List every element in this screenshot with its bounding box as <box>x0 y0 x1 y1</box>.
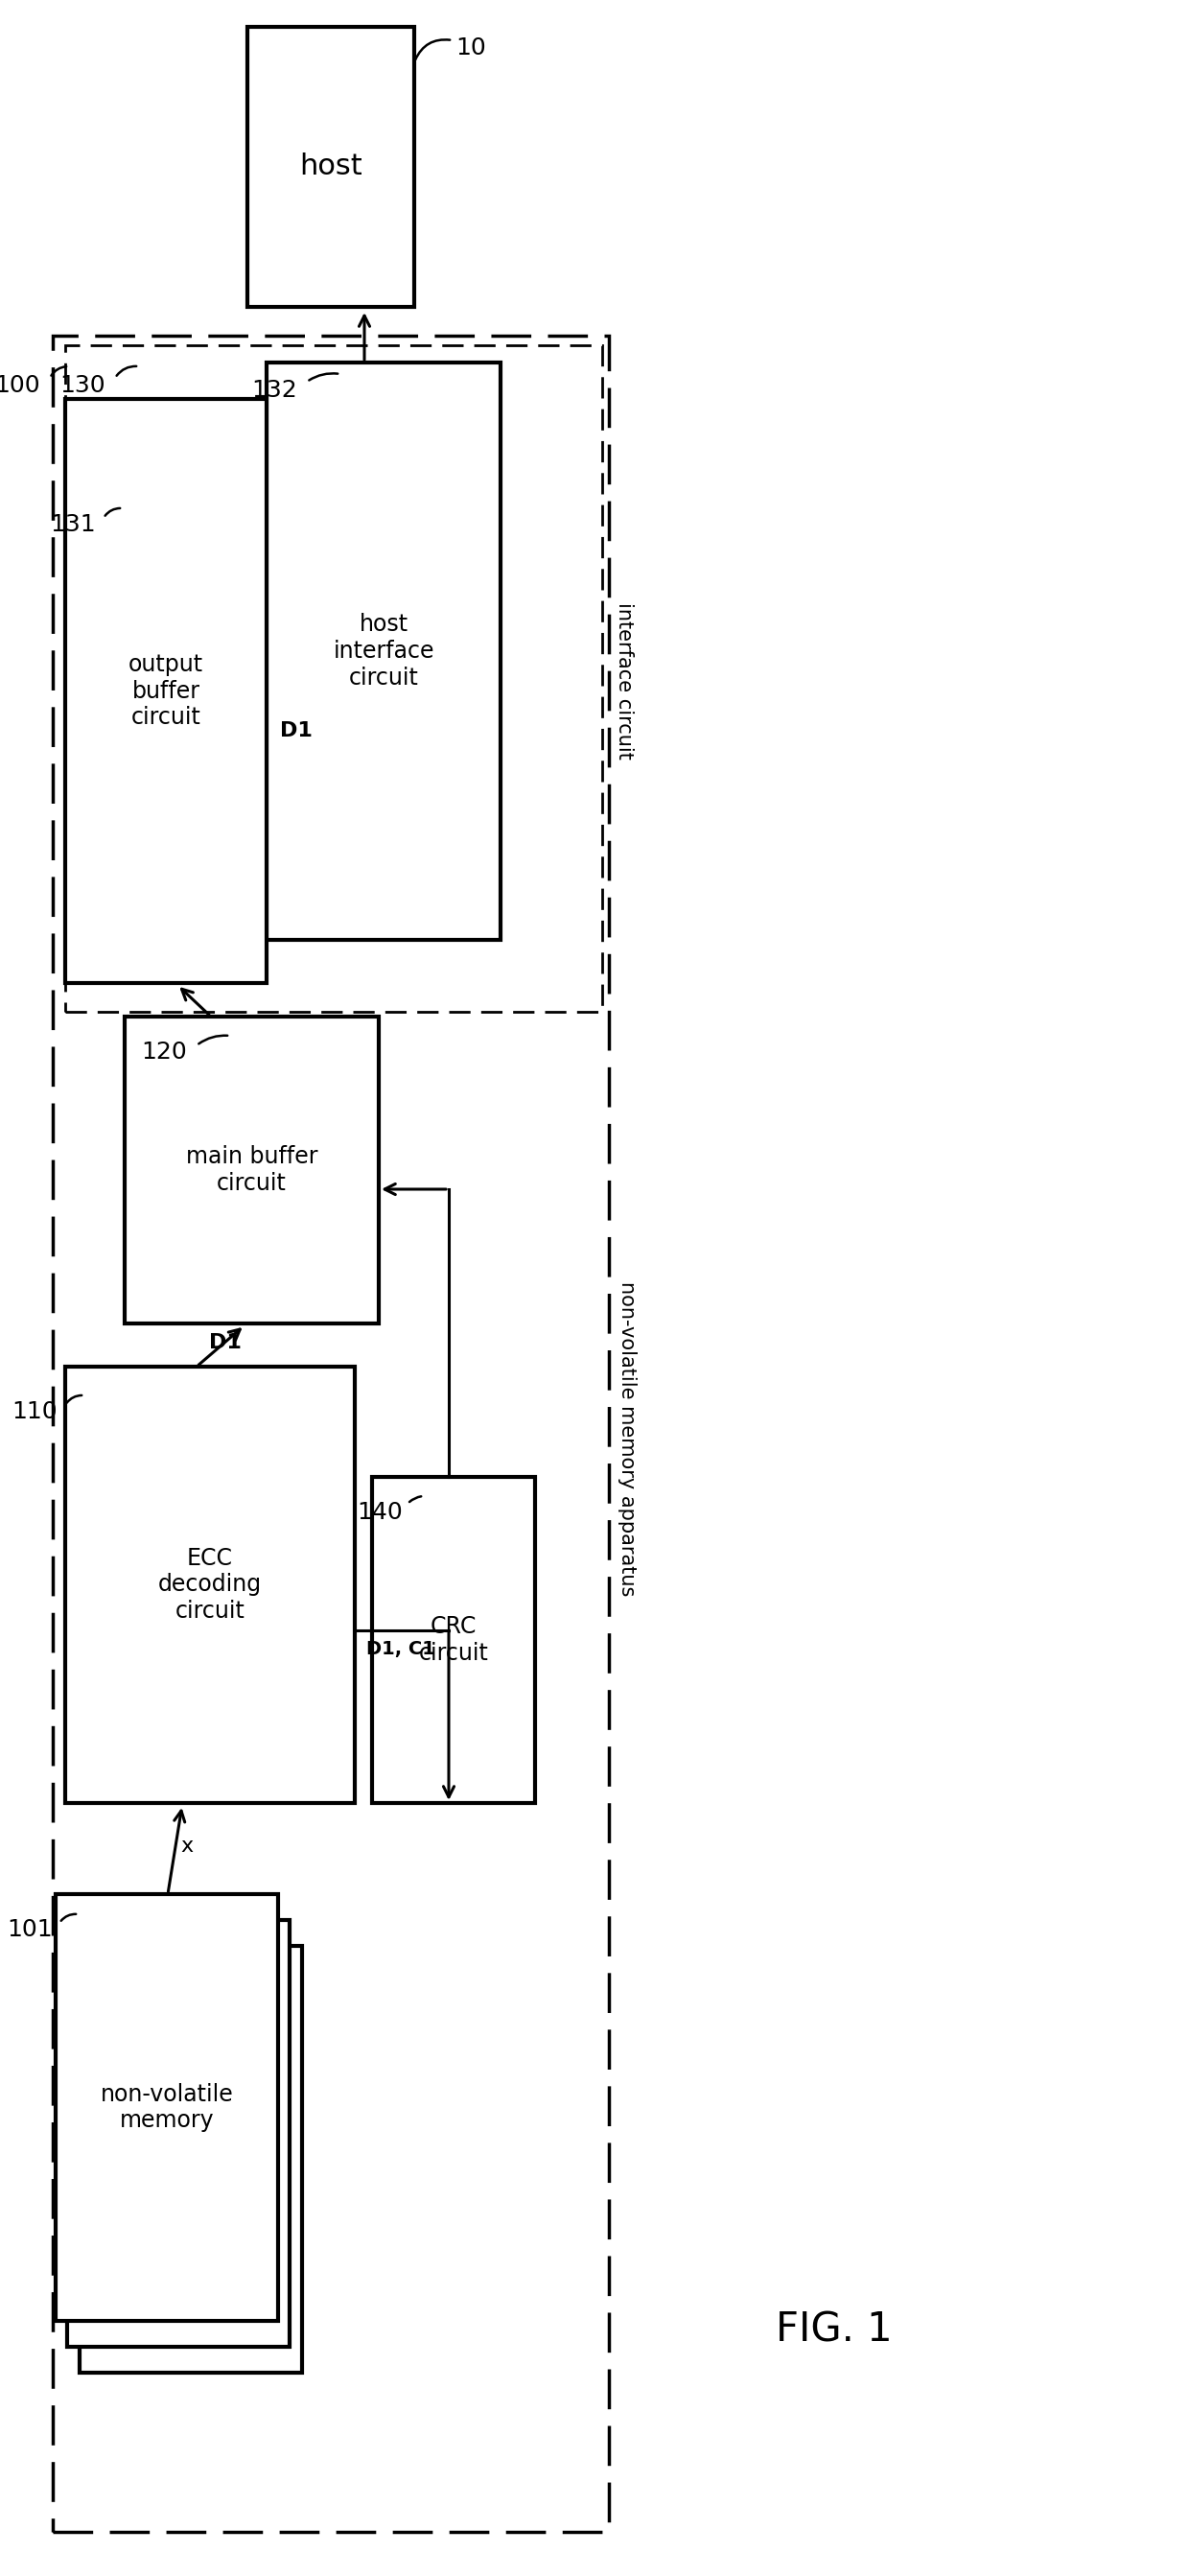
Text: host: host <box>300 152 363 180</box>
Text: non-volatile
memory: non-volatile memory <box>100 2081 233 2133</box>
Bar <box>68 1919 290 2347</box>
Text: 101: 101 <box>7 1919 52 1942</box>
Text: D1: D1 <box>209 1332 241 1352</box>
Text: host
interface
circuit: host interface circuit <box>333 613 434 690</box>
Text: FIG. 1: FIG. 1 <box>776 2311 893 2352</box>
Bar <box>372 1476 535 1803</box>
Text: 10: 10 <box>455 36 486 59</box>
Bar <box>56 1893 278 2321</box>
Text: D1: D1 <box>279 721 313 739</box>
Bar <box>65 1368 354 1803</box>
Text: 100: 100 <box>0 374 40 397</box>
Text: 110: 110 <box>12 1401 57 1422</box>
Bar <box>266 363 501 940</box>
Text: 132: 132 <box>251 379 297 402</box>
Text: 140: 140 <box>357 1502 403 1525</box>
Text: x: x <box>181 1837 193 1855</box>
Text: non-volatile memory apparatus: non-volatile memory apparatus <box>618 1280 637 1597</box>
Text: D1, C1: D1, C1 <box>366 1641 435 1659</box>
Text: 120: 120 <box>141 1041 187 1064</box>
Text: ECC
decoding
circuit: ECC decoding circuit <box>158 1546 262 1623</box>
Text: output
buffer
circuit: output buffer circuit <box>128 652 203 729</box>
Bar <box>80 1945 302 2372</box>
Text: CRC
circuit: CRC circuit <box>419 1615 489 1664</box>
Text: 130: 130 <box>59 374 106 397</box>
Text: 131: 131 <box>50 513 96 536</box>
Bar <box>65 399 266 984</box>
Bar <box>52 335 609 2532</box>
Bar <box>125 1018 379 1324</box>
Text: interface circuit: interface circuit <box>615 603 634 760</box>
Bar <box>65 345 602 1012</box>
Bar <box>247 26 414 307</box>
Text: main buffer
circuit: main buffer circuit <box>185 1146 317 1195</box>
